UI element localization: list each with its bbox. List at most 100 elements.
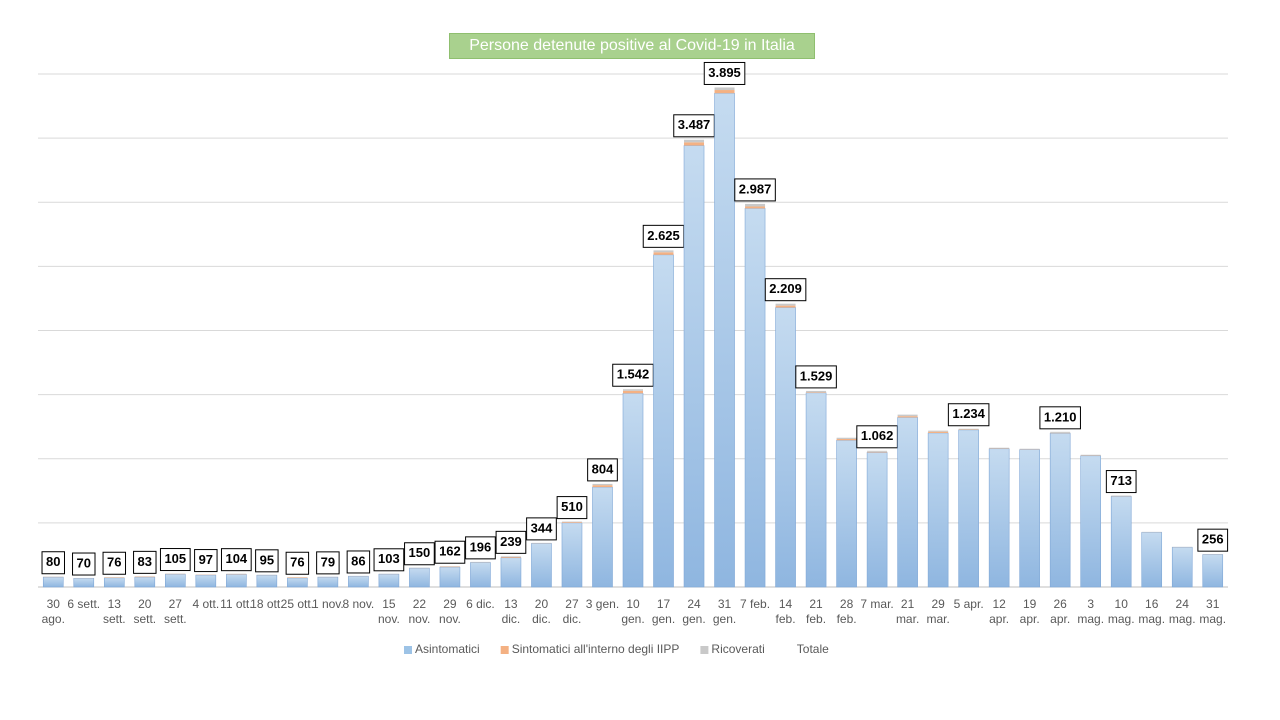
label-box — [556, 496, 588, 520]
bar-segment — [897, 416, 918, 418]
data-label: 86 — [351, 553, 365, 568]
data-label: 2.625 — [647, 228, 680, 243]
data-label: 3.487 — [678, 117, 711, 132]
data-label: 1.062 — [861, 428, 894, 443]
legend-label: Ricoverati — [711, 642, 764, 656]
data-label: 2.209 — [769, 281, 802, 296]
x-tick-label: 6 dic. — [466, 597, 495, 611]
bar-segment — [592, 486, 613, 588]
bar-segment — [561, 522, 583, 588]
label-box — [72, 552, 96, 576]
bar-segment — [745, 206, 766, 209]
x-tick-label: 21 feb. — [806, 597, 827, 626]
data-label: 1.529 — [800, 368, 833, 383]
bar-segment — [958, 429, 979, 588]
bar-segment — [1111, 495, 1132, 497]
data-label: 79 — [321, 554, 335, 569]
bar-segment — [867, 450, 888, 452]
data-label: 2.987 — [739, 181, 772, 196]
bar-segment — [561, 521, 582, 523]
bar-segment — [927, 432, 949, 588]
bar-segment — [378, 573, 400, 588]
label-box — [316, 551, 340, 575]
bar-segment — [103, 577, 125, 588]
x-tick-label: 20 sett. — [133, 597, 157, 626]
data-label: 104 — [225, 551, 247, 566]
bar-segment — [73, 577, 95, 588]
data-label: 344 — [531, 520, 553, 535]
data-label: 196 — [470, 539, 492, 554]
bar-segment — [1110, 496, 1132, 588]
bar-segment — [866, 452, 888, 588]
bar-segment — [409, 567, 430, 588]
bar-segment — [897, 414, 918, 417]
x-tick-label: 31 gen. — [712, 597, 737, 626]
bar-segment — [989, 447, 1010, 449]
x-tick-label: 14 feb. — [775, 597, 796, 626]
bar-segment — [805, 392, 827, 588]
data-label: 1.234 — [952, 406, 985, 421]
x-tick-label: 24 gen. — [682, 597, 706, 626]
bar-segment — [195, 574, 217, 588]
data-label: 3.895 — [708, 65, 741, 80]
bar-segment — [165, 573, 186, 588]
bar-segment — [439, 566, 460, 568]
x-tick-label: 26 apr. — [1050, 597, 1071, 626]
legend-label: Sintomatici all'interno degli IIPP — [512, 642, 680, 656]
bar-segment — [134, 576, 156, 588]
bar-segment — [714, 87, 735, 91]
label-box — [102, 551, 127, 575]
bar-segment — [988, 448, 1010, 588]
label-box — [346, 550, 371, 574]
bar-segment — [623, 389, 643, 391]
legend-swatch — [700, 646, 709, 654]
x-tick-label: 28 feb. — [836, 597, 857, 626]
bar-segment — [1080, 455, 1101, 588]
bar-segment — [836, 439, 857, 588]
x-tick-label: 5 apr. — [953, 597, 984, 611]
x-tick-label: 19 apr. — [1019, 597, 1040, 626]
data-label: 76 — [290, 555, 304, 570]
data-label: 150 — [409, 545, 431, 560]
data-label: 239 — [500, 534, 522, 549]
x-tick-label: 27 sett. — [163, 597, 187, 626]
legend-swatch — [404, 646, 412, 654]
label-box — [1105, 470, 1137, 494]
bar-segment — [592, 485, 613, 488]
bar-segment — [439, 566, 461, 588]
data-label: 162 — [439, 544, 461, 559]
bar-segment — [1141, 532, 1163, 588]
bar-segment — [897, 417, 918, 588]
x-tick-label: 6 sett. — [67, 597, 101, 611]
x-tick-label: 4 ott. — [192, 597, 220, 611]
bar-segment — [592, 483, 613, 486]
data-label: 804 — [592, 461, 614, 476]
bar-segment — [226, 574, 247, 588]
bar-segment — [1019, 448, 1040, 450]
label-box — [41, 551, 65, 575]
bar-segment — [623, 390, 643, 394]
bar-segment — [561, 522, 582, 523]
legend-label: Asintomatici — [415, 642, 480, 656]
label-box — [133, 550, 157, 574]
label-box — [526, 517, 557, 541]
bar-segment — [134, 576, 155, 578]
legend-swatch — [500, 646, 509, 654]
x-tick-label: 13 sett. — [102, 597, 126, 626]
x-tick-label: 30 ago. — [41, 597, 65, 626]
label-box — [587, 458, 618, 482]
bar-segment — [1080, 454, 1101, 456]
label-box — [795, 365, 837, 389]
label-box — [734, 178, 776, 202]
bar-segment — [500, 556, 521, 557]
bar-segment — [42, 576, 64, 588]
bar-segment — [1019, 449, 1040, 588]
label-box — [1039, 406, 1081, 430]
x-tick-label: 18 ott. — [250, 597, 284, 611]
chart-title: Persone detenute positive al Covid-19 in… — [449, 33, 815, 59]
x-tick-label: 16 mag. — [1138, 597, 1166, 626]
x-tick-label: 24 mag. — [1168, 597, 1196, 626]
label-box — [947, 403, 990, 427]
x-tick-label: 11 ott. — [220, 597, 253, 611]
